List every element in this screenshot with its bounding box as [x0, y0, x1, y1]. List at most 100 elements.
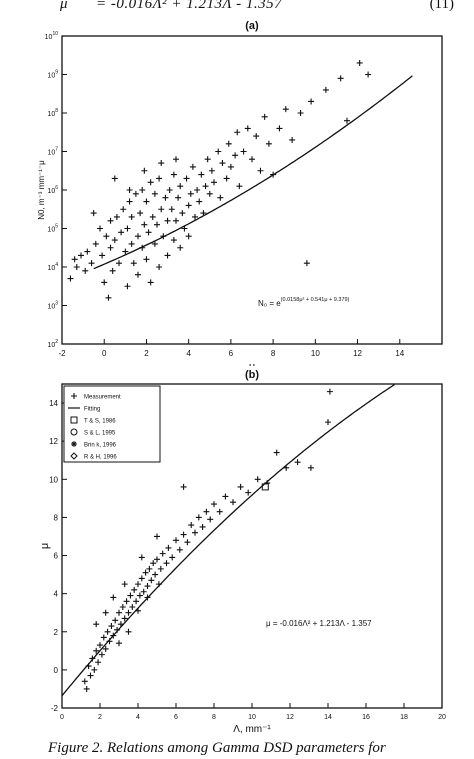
data-point: [154, 221, 160, 228]
data-point: [88, 260, 95, 267]
data-point: [116, 640, 122, 647]
chart-b-xtick-label: 20: [438, 714, 446, 721]
data-point: [289, 136, 296, 143]
data-point: [249, 156, 255, 163]
data-point: [168, 206, 175, 213]
equation-lhs: μ: [60, 0, 68, 12]
data-point: [152, 571, 159, 578]
chart-a: (a) -2 0 2 4 6 8 10 12 14 102 103 104 105 106 107 108 109…: [37, 20, 443, 366]
chart-b-xtick-label: 0: [60, 714, 64, 721]
data-point: [307, 464, 314, 471]
data-point: [142, 569, 149, 576]
data-point: [164, 252, 171, 259]
data-point: [109, 267, 116, 274]
data-point: [141, 221, 148, 228]
data-point: [204, 156, 211, 163]
data-point: [211, 501, 217, 508]
data-point: [92, 240, 99, 247]
legend-marker-square: [70, 416, 78, 424]
data-point: [121, 615, 128, 622]
data-point: [67, 275, 74, 282]
chart-a-title: (a): [245, 20, 259, 32]
data-point: [131, 586, 138, 593]
data-point: [141, 167, 148, 174]
data-point: [110, 594, 117, 601]
chart-b-xtick-label: 12: [286, 714, 294, 721]
data-point: [173, 537, 179, 544]
data-point: [132, 190, 139, 197]
data-point: [173, 217, 179, 224]
chart-b-points: [81, 388, 333, 692]
data-point: [170, 237, 177, 244]
data-point: [236, 183, 243, 190]
chart-b-xtick-label: 6: [174, 714, 178, 721]
chart-b-ytick-label: 4: [54, 590, 59, 599]
data-point: [138, 575, 145, 582]
chart-a-ytick-label: 106: [47, 185, 58, 195]
data-point: [103, 233, 110, 240]
data-point: [151, 240, 158, 247]
data-point: [159, 550, 166, 557]
data-point: [164, 217, 171, 224]
chart-a-ytick-label: 107: [47, 147, 58, 157]
chart-b-ytick-label: 12: [49, 437, 58, 446]
data-point: [126, 187, 133, 193]
data-point: [219, 160, 226, 167]
data-point: [130, 260, 137, 267]
data-point: [71, 256, 78, 263]
data-point: [170, 171, 177, 178]
chart-b-xtick-label: 4: [136, 714, 140, 721]
chart-b-title: (b): [245, 369, 259, 381]
data-point: [107, 244, 114, 251]
data-point: [156, 264, 163, 270]
data-point: [116, 609, 122, 616]
chart-a-xtick-label: 14: [395, 349, 404, 358]
figure-caption: Figure 2. Relations among Gamma DSD para…: [48, 740, 386, 756]
data-point: [147, 179, 154, 186]
chart-b-annotation: μ = -0.016Λ² + 1.213Λ - 1.357: [266, 619, 372, 628]
data-point: [136, 592, 143, 599]
data-point: [297, 110, 304, 116]
data-point: [90, 210, 97, 217]
data-point: [127, 592, 134, 599]
data-point: [195, 514, 202, 521]
data-point: [148, 577, 155, 584]
chart-a-xtick-label: 8: [271, 349, 276, 358]
data-point: [119, 603, 126, 610]
data-point: [145, 229, 152, 236]
chart-a-fit-curve: [93, 75, 413, 270]
legend-marker-diamond: [70, 452, 78, 460]
data-point: [133, 598, 140, 605]
data-point: [188, 522, 195, 529]
data-point: [326, 388, 333, 395]
data-point: [273, 449, 280, 456]
legend-label: T & S, 1986: [84, 419, 116, 425]
chart-b-ytick-label: 2: [54, 628, 59, 637]
data-point: [73, 264, 80, 270]
legend-box: [63, 385, 161, 463]
data-point: [100, 634, 107, 641]
data-point: [151, 190, 158, 197]
data-point: [97, 642, 103, 649]
data-point: [196, 198, 203, 205]
data-point: [129, 603, 136, 610]
data-point: [149, 213, 156, 220]
data-point: [183, 175, 190, 182]
data-point: [82, 267, 89, 274]
chart-b-xlabel: Λ, mm⁻¹: [233, 724, 271, 735]
data-point: [120, 206, 127, 213]
data-point: [116, 260, 122, 267]
data-point: [175, 194, 182, 201]
data-point: [125, 628, 132, 635]
data-point: [99, 252, 106, 259]
data-point: [180, 483, 187, 490]
chart-a-xlabel: μ: [249, 361, 255, 366]
legend-label: Fitting: [84, 407, 100, 413]
data-point: [237, 483, 244, 490]
legend-marker-star: [71, 441, 77, 447]
data-point: [95, 659, 102, 666]
chart-a-ytick-label: 108: [47, 108, 58, 118]
data-point: [192, 529, 198, 536]
data-point: [194, 187, 201, 193]
